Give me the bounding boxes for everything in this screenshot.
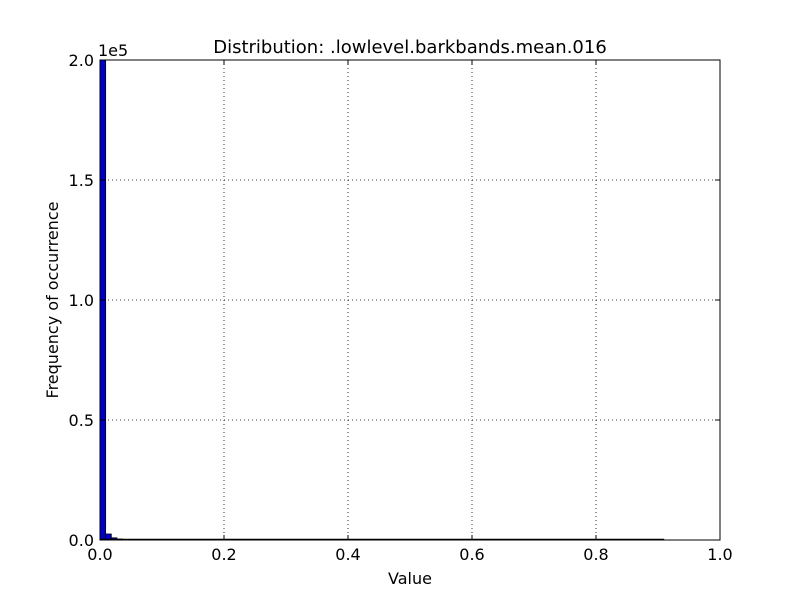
y-tick-label: 0.0 [69, 531, 94, 550]
x-tick-label: 0.2 [211, 545, 236, 564]
x-tick-label: 0.4 [335, 545, 360, 564]
x-tick-label: 0.8 [583, 545, 608, 564]
y-tick-label: 1.5 [69, 171, 94, 190]
y-tick-label: 2.0 [69, 51, 94, 70]
y-axis-ticks: 0.0 0.5 1.0 1.5 2.0 [69, 51, 720, 550]
y-axis-multiplier: 1e5 [98, 41, 128, 60]
chart-title: Distribution: .lowlevel.barkbands.mean.0… [213, 37, 607, 58]
grid-lines [100, 60, 720, 540]
x-tick-label: 0.6 [459, 545, 484, 564]
x-axis-label: Value [388, 569, 432, 588]
y-tick-label: 1.0 [69, 291, 94, 310]
y-axis-label: Frequency of occurrence [43, 202, 62, 399]
y-tick-label: 0.5 [69, 411, 94, 430]
x-tick-label: 0.0 [87, 545, 112, 564]
x-tick-label: 1.0 [707, 545, 732, 564]
x-axis-ticks: 0.0 0.2 0.4 0.6 0.8 1.0 [87, 60, 733, 564]
